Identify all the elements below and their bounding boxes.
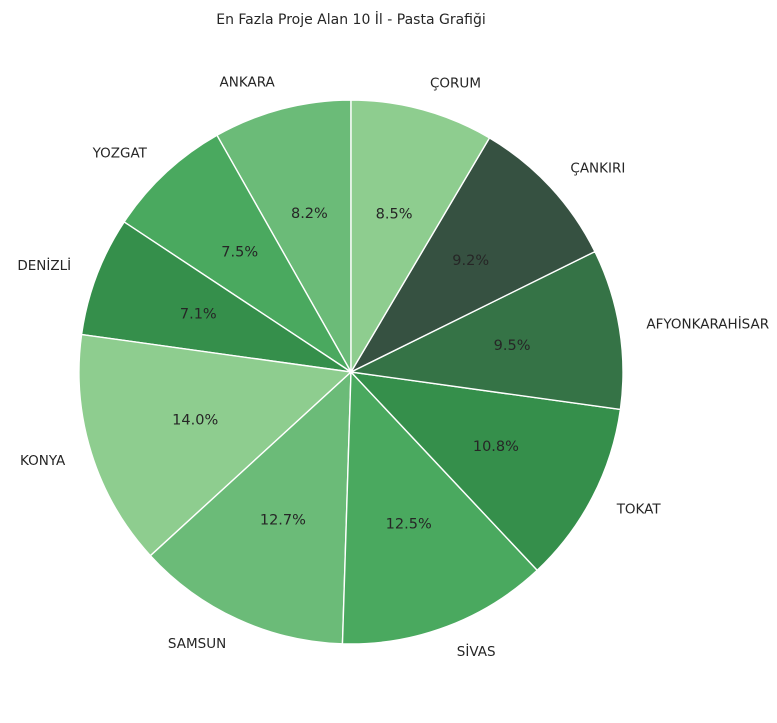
- pct-label-tokat: 10.8%: [473, 439, 519, 455]
- slice-label-samsun: SAMSUN: [168, 636, 226, 652]
- pct-label-yozgat: 7.5%: [221, 245, 258, 261]
- chart-title: En Fazla Proje Alan 10 İl - Pasta Grafiğ…: [216, 10, 486, 28]
- pie-slice-tokat: [349, 371, 622, 572]
- slice-label-yozgat: YOZGAT: [92, 145, 148, 161]
- slices-layer: [78, 99, 624, 645]
- slice-label-tokat: TOKAT: [616, 502, 662, 518]
- slice-label-corum: ÇORUM: [430, 75, 481, 91]
- pie-slice-afyonkarahisar: [348, 250, 624, 411]
- pie-slice-samsun: [149, 370, 352, 645]
- pct-label-konya: 14.0%: [172, 413, 218, 429]
- labels-layer: ANKARA 8.2% YOZGAT 7.5% DENİZLİ 7.1% KONYA 14.0…: [17, 75, 769, 660]
- pie-slice-cankiri: [349, 136, 596, 374]
- pie-slice-ankara: [216, 99, 352, 375]
- pct-label-ankara: 8.2%: [291, 206, 328, 222]
- pct-label-afyonkarahisar: 9.5%: [494, 338, 531, 354]
- slice-label-konya: KONYA: [20, 453, 66, 469]
- slice-label-ankara: ANKARA: [220, 75, 276, 91]
- pie-slice-konya: [78, 333, 353, 557]
- slice-label-afyonkarahisar: AFYONKARAHİSAR: [646, 314, 769, 332]
- slice-label-sivas: SİVAS: [457, 642, 496, 660]
- pie-slice-denizli: [80, 220, 352, 373]
- slice-label-denizli: DENİZLİ: [17, 256, 71, 274]
- slice-label-cankiri: ÇANKIRI: [570, 161, 625, 177]
- pie-slice-yozgat: [123, 134, 352, 373]
- pct-label-denizli: 7.1%: [180, 306, 217, 322]
- pie-slice-corum: [350, 99, 491, 375]
- pct-label-sivas: 12.5%: [386, 517, 432, 533]
- pie-slice-sivas: [341, 370, 539, 645]
- pct-label-samsun: 12.7%: [260, 512, 306, 528]
- pct-label-cankiri: 9.2%: [452, 253, 489, 269]
- pct-label-corum: 8.5%: [376, 207, 413, 223]
